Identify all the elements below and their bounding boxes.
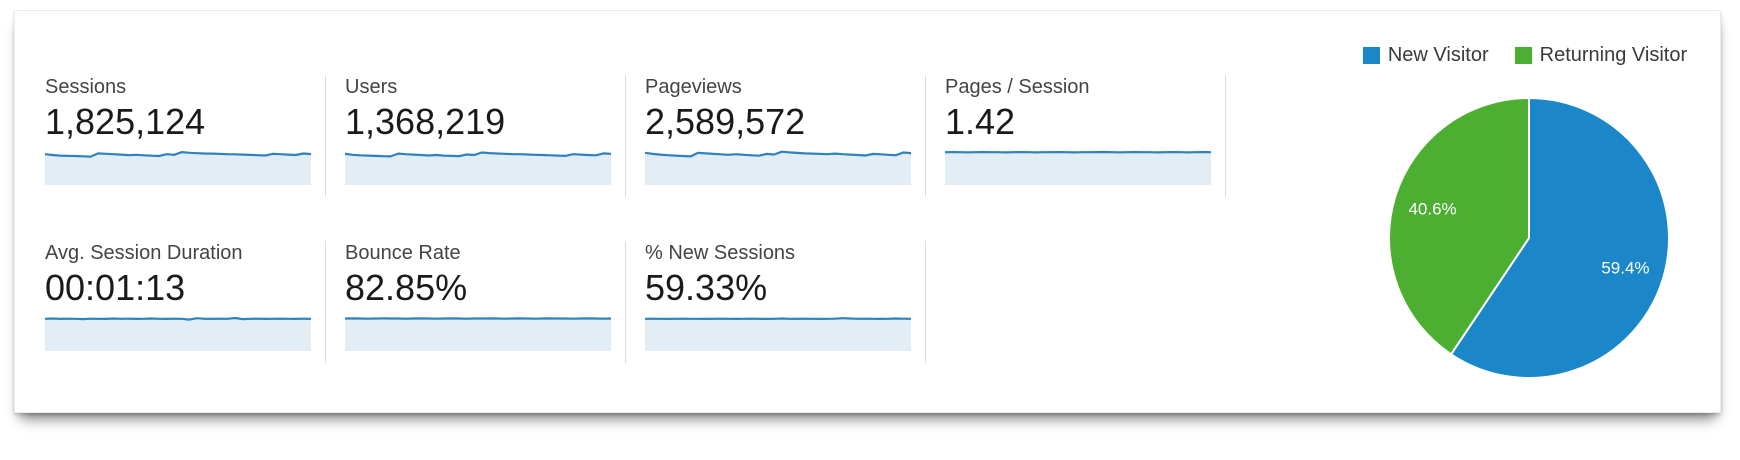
legend-label: New Visitor (1387, 44, 1489, 66)
metrics-grid: Sessions 1,825,124 Users 1,368,219 Pagev… (45, 75, 1245, 407)
metric-value: 82.85% (345, 267, 468, 308)
metric-card-avg-session-duration[interactable]: Avg. Session Duration 00:01:13 (45, 241, 326, 363)
metric-value: 59.33% (645, 267, 768, 308)
sparkline-line (345, 151, 611, 158)
sparkline-area (345, 152, 611, 185)
pie-slice-percentage-returning-visitor: 40.6% (1408, 200, 1456, 219)
sparkline-line (45, 151, 311, 158)
pie-slice-new-visitor[interactable] (1450, 97, 1670, 379)
sparkline-chart (345, 151, 611, 185)
legend-label: Returning Visitor (1539, 44, 1688, 66)
sparkline-chart (45, 151, 311, 185)
pie-legend: New Visitor Returning Visitor (1355, 44, 1695, 67)
metric-card-new-sessions[interactable]: % New Sessions 59.33% (645, 241, 926, 363)
metrics-row-1: Sessions 1,825,124 Users 1,368,219 Pagev… (45, 75, 1245, 197)
legend-item-returning-visitor[interactable]: Returning Visitor (1514, 44, 1688, 67)
metric-card-pages-session[interactable]: Pages / Session 1.42 (945, 75, 1226, 197)
sparkline-area (645, 151, 911, 185)
metric-card-sessions[interactable]: Sessions 1,825,124 (45, 75, 326, 197)
metric-value: 00:01:13 (45, 267, 186, 308)
sparkline-chart (645, 317, 911, 351)
metric-value: 1,368,219 (345, 101, 506, 142)
sparkline-line (645, 150, 911, 158)
sparkline-line (645, 317, 911, 320)
sparkline-area (45, 152, 311, 185)
metric-label: % New Sessions (645, 242, 796, 264)
visitor-type-pie-chart: 59.4% 40.6% (1388, 97, 1670, 379)
metric-card-pageviews[interactable]: Pageviews 2,589,572 (645, 75, 926, 197)
sparkline-chart (645, 150, 911, 185)
sparkline-area (345, 318, 611, 351)
legend-swatch-icon (1362, 47, 1380, 64)
sparkline-area (645, 318, 911, 351)
metric-card-bounce-rate[interactable]: Bounce Rate 82.85% (345, 241, 626, 363)
sparkline-chart (945, 150, 1211, 185)
metric-value: 1.42 (945, 101, 1016, 142)
metric-label: Pageviews (645, 76, 742, 98)
metric-card-users[interactable]: Users 1,368,219 (345, 75, 626, 197)
pie-slice-returning-visitor[interactable] (1388, 97, 1530, 356)
sparkline-area (45, 318, 311, 351)
metrics-row-2: Avg. Session Duration 00:01:13 Bounce Ra… (45, 241, 1245, 363)
metric-value: 1,825,124 (45, 101, 206, 142)
pie-slice-percentage-new-visitor: 59.4% (1601, 258, 1649, 277)
metric-label: Bounce Rate (345, 242, 461, 264)
sparkline-area (945, 152, 1211, 185)
metric-label: Sessions (45, 76, 127, 98)
metric-label: Pages / Session (945, 76, 1090, 98)
sparkline-chart (45, 316, 311, 351)
sparkline-chart (345, 317, 611, 351)
metric-label: Avg. Session Duration (45, 242, 243, 264)
metric-value: 2,589,572 (645, 101, 806, 142)
legend-swatch-icon (1514, 47, 1532, 64)
metric-label: Users (345, 76, 398, 98)
dashboard-panel: Sessions 1,825,124 Users 1,368,219 Pagev… (14, 10, 1721, 413)
sparkline-line (45, 316, 311, 321)
legend-item-new-visitor[interactable]: New Visitor (1362, 44, 1489, 67)
